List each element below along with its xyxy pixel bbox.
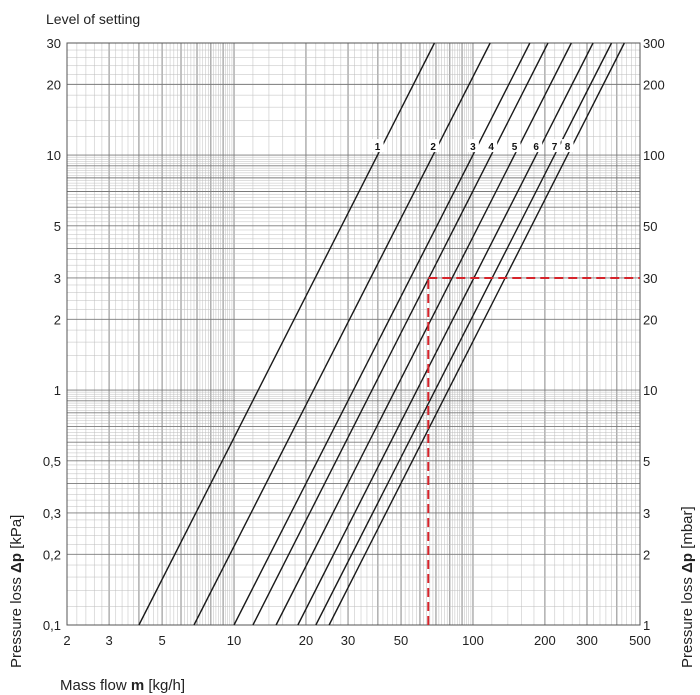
x-tick-label: 50: [394, 633, 408, 648]
series-label-6: 6: [533, 142, 539, 153]
series-label-bg: [561, 139, 574, 153]
y-tick-label-left: 0,2: [43, 547, 61, 562]
x-tick-label: 20: [299, 633, 313, 648]
series-label-4: 4: [488, 142, 494, 153]
x-axis-label: Mass flow m [kg/h]: [60, 677, 185, 694]
series-line-8: [328, 42, 625, 626]
y-tick-label-left: 1: [54, 383, 61, 398]
x-tick-label: 200: [534, 633, 556, 648]
y-tick-label-right: 1: [643, 618, 650, 633]
series-label-bg: [508, 139, 521, 153]
y-tick-label-left: 0,3: [43, 506, 61, 521]
series-label-bg: [548, 139, 561, 153]
series-line-2: [193, 42, 491, 626]
series-label-2: 2: [430, 142, 436, 153]
x-tick-label: 10: [227, 633, 241, 648]
x-tick-label: 3: [105, 633, 112, 648]
plot-frame: [66, 42, 641, 626]
y-tick-label-right: 5: [643, 454, 650, 469]
x-tick-label: 30: [341, 633, 355, 648]
series-label-bg: [485, 139, 498, 153]
x-tick-label: 300: [576, 633, 598, 648]
y-tick-label-left: 5: [54, 219, 61, 234]
tick-labels: 2 3 5 10 20 30 50 100 200 300 5000,10,20,30,512351…: [43, 36, 665, 648]
series-label-bg: [427, 139, 440, 153]
y-tick-label-right: 10: [643, 383, 657, 398]
series-line-3: [233, 42, 531, 626]
y-tick-label-right: 50: [643, 219, 657, 234]
series-label-3: 3: [470, 142, 476, 153]
y-tick-label-left: 20: [47, 77, 61, 92]
y-tick-label-left: 10: [47, 148, 61, 163]
x-tick-label: 100: [462, 633, 484, 648]
series-label-8: 8: [565, 142, 571, 153]
series-label-bg: [530, 139, 543, 153]
series-line-4: [252, 42, 549, 626]
y-tick-label-right: 2: [643, 547, 650, 562]
y-tick-label-left: 0,5: [43, 454, 61, 469]
grid: [66, 42, 641, 626]
y-tick-label-right: 300: [643, 36, 665, 51]
y-tick-label-right: 100: [643, 148, 665, 163]
series-line-5: [275, 42, 572, 626]
y-tick-label-right: 3: [643, 506, 650, 521]
series-line-7: [315, 42, 613, 626]
y-tick-label-right: 20: [643, 312, 657, 327]
y-axis-label-left: Pressure loss Δp [kPa]: [8, 515, 25, 668]
y-tick-label-left: 0,1: [43, 618, 61, 633]
series-label-5: 5: [512, 142, 518, 153]
series-label-bg: [466, 139, 479, 153]
example-reading: [427, 276, 640, 625]
chart-title: Level of setting: [46, 11, 140, 27]
series-label-7: 7: [552, 142, 558, 153]
y-tick-label-right: 200: [643, 77, 665, 92]
x-tick-label: 5: [158, 633, 165, 648]
series-line-1: [138, 42, 436, 626]
y-tick-label-right: 30: [643, 271, 657, 286]
series-label-1: 1: [375, 142, 381, 153]
y-tick-label-left: 3: [54, 271, 61, 286]
series-line-6: [297, 42, 594, 626]
y-tick-label-left: 2: [54, 312, 61, 327]
x-tick-label: 500: [629, 633, 651, 648]
y-axis-label-right: Pressure loss Δp [mbar]: [679, 506, 696, 668]
series-label-bg: [371, 139, 384, 153]
y-tick-label-left: 30: [47, 36, 61, 51]
x-tick-label: 2: [63, 633, 70, 648]
